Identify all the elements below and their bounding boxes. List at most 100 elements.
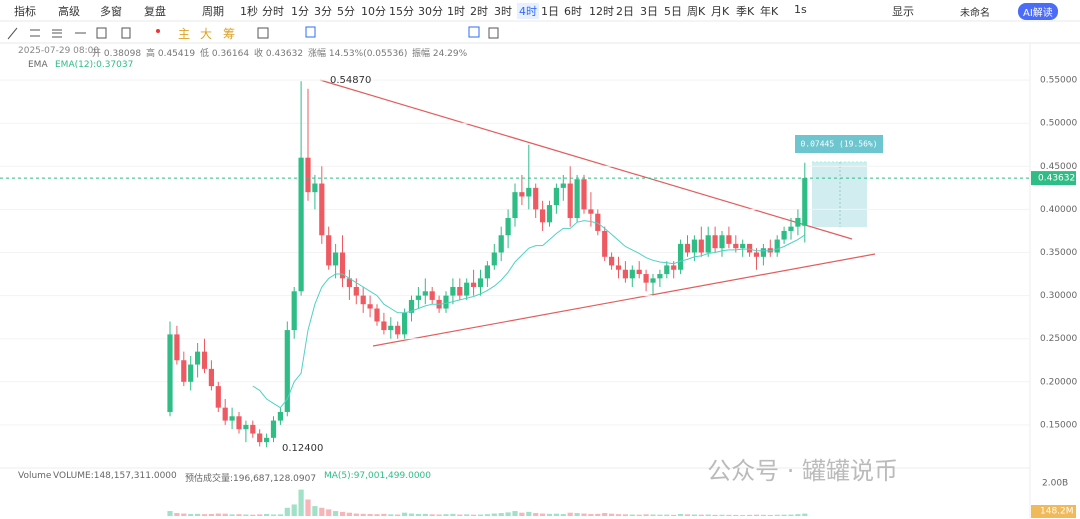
volume-bar bbox=[560, 514, 566, 516]
volume-info: MA(5):97,001,499.0000 bbox=[324, 471, 431, 481]
volume-bar bbox=[609, 513, 615, 516]
candle-body bbox=[781, 230, 787, 240]
candle-body bbox=[684, 243, 691, 253]
candle-info: 收 0.43632 bbox=[254, 49, 304, 59]
volume-bar bbox=[546, 513, 553, 516]
period-button[interactable]: 分时 bbox=[262, 5, 284, 18]
volume-label: Volume bbox=[18, 471, 52, 481]
indicator-button[interactable]: 主 bbox=[178, 27, 191, 41]
period-button[interactable]: 1日 bbox=[541, 5, 559, 18]
candle-body bbox=[622, 269, 628, 279]
candle-body bbox=[408, 299, 415, 313]
period-button[interactable]: 15分 bbox=[389, 5, 414, 18]
candle-time: 2025-07-29 08:00 bbox=[18, 46, 100, 56]
candle-body bbox=[471, 282, 477, 287]
toolbar-button[interactable]: 多窗 bbox=[100, 5, 122, 18]
period-button[interactable]: 5日 bbox=[664, 5, 682, 18]
period-button[interactable]: 2日 bbox=[616, 5, 634, 18]
volume-bar bbox=[629, 514, 635, 516]
period-button[interactable]: 6时 bbox=[564, 5, 582, 18]
candle-body bbox=[540, 209, 546, 223]
dot bbox=[156, 29, 160, 33]
period-button[interactable]: 12时 bbox=[589, 5, 614, 18]
candle-body bbox=[802, 178, 808, 226]
period-button[interactable]: 1秒 bbox=[240, 5, 258, 18]
candle-body bbox=[429, 291, 435, 300]
period-button[interactable]: 2时 bbox=[470, 5, 488, 18]
volume-bar bbox=[691, 514, 697, 516]
volume-bar bbox=[395, 514, 401, 516]
volume-bar bbox=[753, 514, 760, 516]
layout-name[interactable]: 未命名 bbox=[960, 8, 990, 19]
volume-bar bbox=[671, 514, 677, 516]
volume-bar bbox=[298, 489, 304, 516]
period-button[interactable]: 10分 bbox=[361, 5, 386, 18]
candle-body bbox=[505, 218, 511, 236]
ema-line bbox=[252, 220, 806, 409]
volume-bar bbox=[305, 499, 311, 516]
volume-bar bbox=[636, 514, 642, 516]
indicator-button[interactable]: 筹 bbox=[223, 27, 236, 41]
ai-button[interactable]: AI解读 bbox=[1018, 3, 1058, 20]
volume-bar bbox=[181, 513, 187, 516]
toolbar-button[interactable]: 高级 bbox=[58, 5, 80, 18]
period-button[interactable]: 1时 bbox=[447, 5, 465, 18]
period-button[interactable]: 季K bbox=[736, 5, 755, 18]
toolbar-button[interactable]: 指标 bbox=[14, 5, 36, 18]
ema-value: EMA(12):0.37037 bbox=[55, 60, 134, 70]
period-button[interactable]: 3分 bbox=[314, 5, 332, 18]
volume-bar bbox=[388, 514, 394, 516]
period-button[interactable]: 3日 bbox=[640, 5, 658, 18]
volume-bar bbox=[174, 513, 180, 516]
volume-bar bbox=[567, 512, 573, 516]
period-button[interactable]: 30分 bbox=[418, 5, 443, 18]
candle-body bbox=[657, 274, 663, 279]
volume-bar bbox=[360, 513, 366, 516]
volume-bar bbox=[498, 513, 504, 516]
candle-body bbox=[705, 235, 711, 253]
candle-body bbox=[188, 364, 194, 382]
candle-body bbox=[222, 407, 228, 421]
candle-body bbox=[346, 278, 352, 287]
period-button[interactable]: 周K bbox=[687, 5, 706, 18]
interval-button[interactable]: 1s bbox=[794, 3, 807, 16]
candle-body bbox=[422, 291, 428, 296]
period-button[interactable]: 5分 bbox=[337, 5, 355, 18]
display-button[interactable]: 显示 bbox=[892, 5, 914, 18]
candle-body bbox=[395, 325, 401, 335]
volume-bar bbox=[339, 511, 346, 516]
candle-body bbox=[698, 239, 704, 253]
drawing-tool-icons bbox=[7, 26, 499, 40]
volume-bar bbox=[678, 514, 684, 516]
volume-bar bbox=[740, 515, 746, 516]
toolbar-button[interactable]: 周期 bbox=[202, 5, 224, 18]
candle-body bbox=[250, 424, 256, 434]
volume-bar bbox=[222, 513, 228, 516]
candle-body bbox=[319, 183, 325, 236]
indicator-button[interactable]: 大 bbox=[200, 27, 213, 41]
candle-body bbox=[484, 265, 490, 279]
volume-bar bbox=[747, 514, 753, 516]
candle-body bbox=[291, 291, 297, 331]
period-button[interactable]: 4时 bbox=[517, 3, 539, 19]
volume-bar bbox=[540, 513, 546, 516]
volume-bar bbox=[664, 514, 670, 516]
period-button[interactable]: 1分 bbox=[291, 5, 309, 18]
period-button[interactable]: 年K bbox=[760, 5, 779, 18]
candle-body bbox=[726, 235, 732, 244]
candle-body bbox=[553, 187, 559, 206]
candle-body bbox=[367, 304, 373, 309]
candle-body bbox=[581, 179, 587, 210]
volume-bar bbox=[415, 514, 421, 516]
candle-body bbox=[388, 325, 394, 331]
volume-bar bbox=[615, 514, 622, 516]
candle-body bbox=[339, 252, 346, 279]
volume-bar bbox=[553, 513, 559, 516]
toolbar-button[interactable]: 复盘 bbox=[144, 5, 166, 18]
period-button[interactable]: 3时 bbox=[494, 5, 512, 18]
trend-line-upper bbox=[319, 79, 853, 240]
candle-body bbox=[402, 312, 408, 335]
period-button[interactable]: 月K bbox=[711, 5, 730, 18]
candle-body bbox=[374, 308, 380, 322]
